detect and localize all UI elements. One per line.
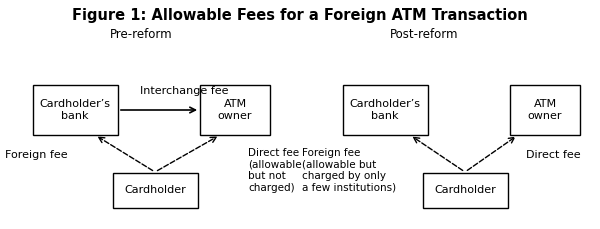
Text: Foreign fee: Foreign fee (5, 150, 68, 160)
Text: ATM
owner: ATM owner (218, 99, 252, 121)
Text: ATM
owner: ATM owner (528, 99, 562, 121)
Bar (422, 172, 508, 207)
Text: Pre-reform: Pre-reform (110, 28, 173, 41)
Text: Cardholder’s
bank: Cardholder’s bank (349, 99, 421, 121)
Bar (200, 85, 270, 135)
Text: Foreign fee
(allowable but
charged by only
a few institutions): Foreign fee (allowable but charged by on… (302, 148, 396, 193)
Text: Figure 1: Allowable Fees for a Foreign ATM Transaction: Figure 1: Allowable Fees for a Foreign A… (72, 8, 528, 23)
Text: Cardholder’s
bank: Cardholder’s bank (40, 99, 110, 121)
Text: Cardholder: Cardholder (434, 185, 496, 195)
Bar (343, 85, 427, 135)
Text: Interchange fee: Interchange fee (140, 86, 229, 96)
Text: Direct fee: Direct fee (526, 150, 581, 160)
Bar (113, 172, 197, 207)
Text: Direct fee
(allowable
but not
charged): Direct fee (allowable but not charged) (248, 148, 302, 193)
Text: Cardholder: Cardholder (124, 185, 186, 195)
Bar (510, 85, 580, 135)
Text: Post-reform: Post-reform (390, 28, 458, 41)
Bar (32, 85, 118, 135)
